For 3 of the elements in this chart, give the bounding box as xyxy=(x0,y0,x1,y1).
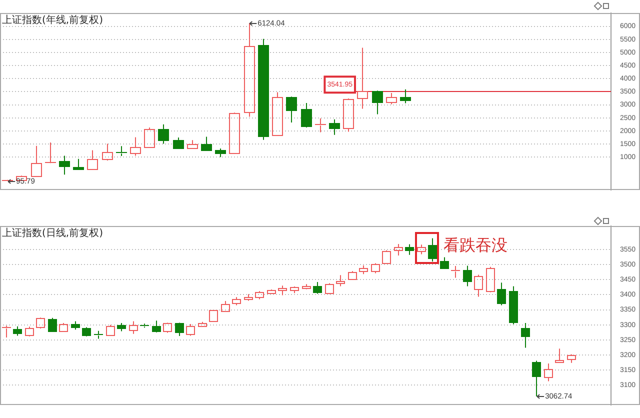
chart-title: 上证指数(日线,前复权) xyxy=(2,227,104,240)
chart-title: 上证指数(年线,前复权) xyxy=(2,14,104,26)
annotation: 看跌吞没 xyxy=(444,235,508,254)
